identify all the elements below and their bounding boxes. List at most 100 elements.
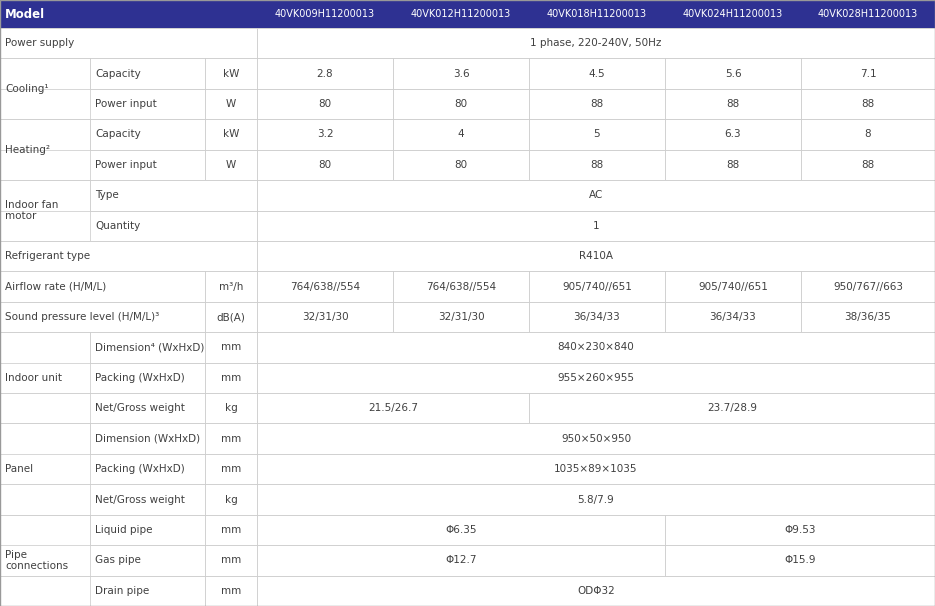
Bar bbox=[257, 58, 393, 89]
Bar bbox=[0, 424, 935, 454]
Text: ODΦ32: ODΦ32 bbox=[577, 586, 615, 596]
Text: 7.1: 7.1 bbox=[859, 68, 876, 79]
Bar bbox=[0, 514, 935, 545]
Text: 8: 8 bbox=[865, 130, 871, 139]
Text: 5: 5 bbox=[594, 130, 600, 139]
Text: Sound pressure level (H/M/L)³: Sound pressure level (H/M/L)³ bbox=[5, 312, 159, 322]
Text: Net/Gross weight: Net/Gross weight bbox=[95, 403, 185, 413]
Bar bbox=[529, 271, 665, 302]
Text: 3.2: 3.2 bbox=[317, 130, 333, 139]
Bar bbox=[90, 180, 257, 210]
Bar bbox=[90, 454, 205, 484]
Text: 1: 1 bbox=[593, 221, 599, 231]
Text: Drain pipe: Drain pipe bbox=[95, 586, 150, 596]
Text: W: W bbox=[226, 99, 237, 109]
Bar bbox=[0, 241, 935, 271]
Bar bbox=[801, 58, 935, 89]
Text: Φ6.35: Φ6.35 bbox=[445, 525, 477, 535]
Bar bbox=[90, 58, 205, 89]
Bar bbox=[205, 545, 257, 576]
Text: 950×50×950: 950×50×950 bbox=[561, 434, 631, 444]
Bar bbox=[0, 119, 90, 180]
Bar bbox=[205, 119, 257, 150]
Bar bbox=[205, 362, 257, 393]
Text: Refrigerant type: Refrigerant type bbox=[5, 251, 90, 261]
Bar bbox=[257, 119, 393, 150]
Text: Type: Type bbox=[95, 190, 119, 201]
Bar bbox=[529, 393, 935, 424]
Text: Φ15.9: Φ15.9 bbox=[784, 555, 815, 565]
Text: Model: Model bbox=[5, 7, 45, 21]
Text: W: W bbox=[226, 160, 237, 170]
Text: 3.6: 3.6 bbox=[453, 68, 469, 79]
Bar bbox=[0, 271, 205, 302]
Bar bbox=[0, 362, 935, 393]
Bar bbox=[257, 484, 935, 514]
Text: Panel: Panel bbox=[5, 464, 33, 474]
Bar bbox=[90, 119, 205, 150]
Bar bbox=[529, 119, 665, 150]
Bar bbox=[801, 150, 935, 180]
Bar bbox=[665, 119, 801, 150]
Bar bbox=[205, 424, 257, 454]
Text: 40VK012H11200013: 40VK012H11200013 bbox=[410, 9, 511, 19]
Bar bbox=[257, 302, 393, 332]
Bar bbox=[205, 393, 257, 424]
Text: 32/31/30: 32/31/30 bbox=[438, 312, 484, 322]
Bar bbox=[90, 393, 205, 424]
Bar bbox=[90, 514, 205, 545]
Text: kW: kW bbox=[223, 68, 239, 79]
Bar bbox=[0, 393, 935, 424]
Bar bbox=[0, 210, 935, 241]
Text: Packing (WxHxD): Packing (WxHxD) bbox=[95, 373, 185, 383]
Bar bbox=[257, 89, 393, 119]
Bar bbox=[90, 332, 205, 362]
Text: mm: mm bbox=[221, 586, 241, 596]
Text: 80: 80 bbox=[319, 99, 332, 109]
Bar bbox=[393, 150, 529, 180]
Text: mm: mm bbox=[221, 555, 241, 565]
Bar bbox=[665, 271, 801, 302]
Text: mm: mm bbox=[221, 373, 241, 383]
Bar bbox=[205, 332, 257, 362]
Bar bbox=[257, 393, 529, 424]
Bar bbox=[529, 302, 665, 332]
Bar bbox=[257, 454, 935, 484]
Bar bbox=[90, 545, 205, 576]
Text: Airflow rate (H/M/L): Airflow rate (H/M/L) bbox=[5, 282, 107, 291]
Text: 1035×89×1035: 1035×89×1035 bbox=[554, 464, 638, 474]
Text: 80: 80 bbox=[319, 160, 332, 170]
Bar bbox=[257, 28, 935, 58]
Bar bbox=[257, 210, 935, 241]
Bar bbox=[205, 576, 257, 606]
Bar bbox=[205, 302, 257, 332]
Text: kg: kg bbox=[224, 403, 237, 413]
Text: Power input: Power input bbox=[95, 160, 157, 170]
Bar bbox=[393, 119, 529, 150]
Text: mm: mm bbox=[221, 342, 241, 353]
Bar bbox=[205, 58, 257, 89]
Bar bbox=[205, 484, 257, 514]
Bar bbox=[0, 28, 257, 58]
Bar bbox=[529, 150, 665, 180]
Text: Quantity: Quantity bbox=[95, 221, 140, 231]
Text: 80: 80 bbox=[454, 160, 468, 170]
Bar bbox=[393, 89, 529, 119]
Bar bbox=[801, 119, 935, 150]
Text: 36/34/33: 36/34/33 bbox=[574, 312, 621, 322]
Bar bbox=[90, 89, 205, 119]
Bar bbox=[90, 424, 205, 454]
Text: 840×230×840: 840×230×840 bbox=[557, 342, 634, 353]
Text: Dimension⁴ (WxHxD): Dimension⁴ (WxHxD) bbox=[95, 342, 205, 353]
Text: kg: kg bbox=[224, 494, 237, 505]
Text: Φ12.7: Φ12.7 bbox=[445, 555, 477, 565]
Bar bbox=[665, 545, 935, 576]
Bar bbox=[529, 89, 665, 119]
Text: 40VK024H11200013: 40VK024H11200013 bbox=[683, 9, 784, 19]
Text: kW: kW bbox=[223, 130, 239, 139]
Text: 6.3: 6.3 bbox=[725, 130, 741, 139]
Text: Packing (WxHxD): Packing (WxHxD) bbox=[95, 464, 185, 474]
Bar bbox=[801, 271, 935, 302]
Text: 905/740//651: 905/740//651 bbox=[562, 282, 632, 291]
Text: Heating²: Heating² bbox=[5, 145, 50, 155]
